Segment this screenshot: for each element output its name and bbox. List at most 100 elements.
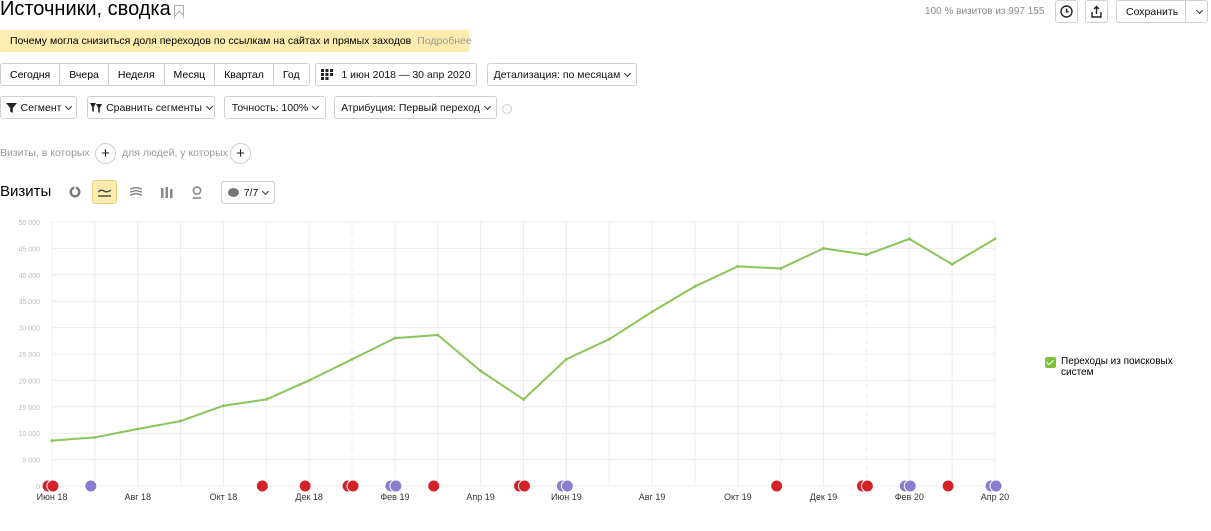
- line-chart-button[interactable]: [92, 180, 117, 204]
- period-today[interactable]: Сегодня: [1, 64, 61, 85]
- y-tick-label: 0: [36, 484, 40, 491]
- people-condition-label: для людей, у которых: [122, 147, 228, 159]
- annotation-marker-red: [770, 479, 784, 493]
- x-tick-label: Фев 20: [895, 492, 924, 502]
- y-tick-label: 15 000: [19, 405, 41, 412]
- detail-label: Детализация: по месяцам: [493, 68, 621, 81]
- annotation-marker-red: [941, 479, 955, 493]
- pie-chart-button[interactable]: [62, 180, 87, 204]
- data-point: [221, 404, 225, 408]
- period-selector: Сегодня Вчера Неделя Месяц Квартал Год: [0, 63, 310, 86]
- y-tick-label: 5 000: [22, 458, 40, 465]
- x-tick-label: Окт 19: [724, 492, 752, 502]
- chevron-down-icon: [624, 69, 632, 77]
- y-tick-label: 35 000: [19, 299, 41, 306]
- save-button[interactable]: Сохранить: [1116, 0, 1208, 23]
- annotation-marker-red: [427, 479, 441, 493]
- filter-icon: [5, 102, 17, 113]
- chevron-down-icon: [205, 102, 213, 110]
- annotation-marker-purple: [560, 479, 574, 493]
- y-tick-label: 50 000: [19, 220, 41, 227]
- detail-dropdown[interactable]: Детализация: по месяцам: [487, 63, 637, 86]
- x-tick-label: Авг 18: [124, 492, 151, 502]
- annotations-dropdown[interactable]: 7/7: [221, 181, 275, 204]
- data-point: [693, 284, 697, 288]
- attribution-dropdown[interactable]: Атрибуция: Первый переход: [334, 96, 497, 119]
- bar-chart-icon: [160, 186, 172, 198]
- info-icon[interactable]: [502, 104, 512, 114]
- data-point: [479, 369, 483, 373]
- y-tick-label: 10 000: [19, 431, 41, 438]
- annotation-marker-red: [518, 479, 531, 493]
- add-visits-condition-button[interactable]: +: [95, 143, 116, 164]
- page-title: Источники, сводка: [0, 0, 171, 20]
- chevron-down-icon: [483, 102, 491, 110]
- data-point: [264, 397, 268, 401]
- date-range-button[interactable]: 1 июн 2018 — 30 апр 2020: [315, 63, 477, 86]
- add-people-condition-button[interactable]: +: [230, 143, 251, 164]
- warning-text: Почему могла снизиться доля переходов по…: [10, 35, 412, 47]
- y-tick-label: 45 000: [19, 246, 41, 253]
- data-point: [93, 435, 97, 439]
- data-point: [993, 237, 997, 241]
- annotation-marker-purple: [84, 479, 98, 493]
- pie-chart-icon: [68, 186, 81, 198]
- chevron-down-icon: [1195, 6, 1203, 14]
- date-range-label: 1 июн 2018 — 30 апр 2020: [341, 68, 471, 81]
- history-button[interactable]: [1055, 0, 1078, 23]
- data-point: [907, 237, 911, 241]
- y-tick-label: 30 000: [19, 326, 41, 333]
- data-point: [307, 378, 311, 382]
- area-chart-button[interactable]: [123, 180, 148, 204]
- visits-chart: 0 5 000 10 000 15 000 20 000 25 000 30 000 35 0…: [19, 220, 1010, 502]
- bookmark-icon[interactable]: [174, 5, 184, 18]
- x-tick-label: Фев 19: [380, 492, 409, 502]
- accuracy-dropdown[interactable]: Точность: 100%: [224, 96, 326, 119]
- compare-label: Сравнить сегменты: [106, 101, 202, 114]
- period-year[interactable]: Год: [282, 68, 300, 81]
- x-tick-label: Авг 19: [639, 492, 666, 502]
- visits-condition-label: Визиты, в которых: [0, 147, 90, 159]
- stacked-area-icon: [129, 187, 142, 196]
- compare-icon: [90, 102, 103, 113]
- period-quarter[interactable]: Квартал: [215, 64, 274, 85]
- data-point: [564, 357, 568, 361]
- data-point: [350, 357, 354, 361]
- data-point: [607, 337, 611, 341]
- data-point: [822, 246, 826, 250]
- x-tick-label: Июн 19: [551, 492, 582, 502]
- data-point: [864, 253, 868, 257]
- export-button[interactable]: [1085, 0, 1108, 23]
- chart-legend[interactable]: Переходы из поисковых систем: [1045, 356, 1195, 378]
- annotation-marker-red: [255, 479, 269, 493]
- annotation-marker-red: [860, 479, 874, 493]
- data-point: [950, 262, 954, 266]
- warning-banner: Почему могла снизиться доля переходов по…: [0, 30, 472, 52]
- data-point: [650, 310, 654, 314]
- warning-more-link[interactable]: Подробнее: [417, 35, 472, 47]
- period-month[interactable]: Месяц: [165, 64, 216, 85]
- x-tick-label: Окт 18: [210, 492, 238, 502]
- x-tick-label: Июн 18: [37, 492, 68, 502]
- save-dropdown[interactable]: [1185, 1, 1207, 22]
- y-tick-label: 20 000: [19, 378, 41, 385]
- segment-label: Сегмент: [20, 101, 62, 114]
- calendar-icon: [321, 69, 334, 80]
- legend-checkbox[interactable]: [1045, 357, 1056, 368]
- chevron-down-icon: [262, 187, 270, 195]
- bar-chart-button[interactable]: [154, 180, 179, 204]
- period-yesterday[interactable]: Вчера: [60, 64, 109, 85]
- data-point: [779, 266, 783, 270]
- legend-label: Переходы из поисковых систем: [1061, 356, 1173, 378]
- chevron-down-icon: [312, 102, 320, 110]
- compare-segments-button[interactable]: Сравнить сегменты: [87, 96, 215, 119]
- period-week[interactable]: Неделя: [109, 64, 165, 85]
- plus-icon: +: [101, 145, 110, 162]
- plus-icon: +: [236, 145, 245, 162]
- x-tick-label: Дек 19: [810, 492, 838, 502]
- y-tick-label: 25 000: [19, 352, 41, 359]
- data-point: [136, 427, 140, 431]
- x-tick-label: Апр 20: [981, 492, 1009, 502]
- segment-button[interactable]: Сегмент: [0, 96, 77, 119]
- map-button[interactable]: [184, 180, 209, 204]
